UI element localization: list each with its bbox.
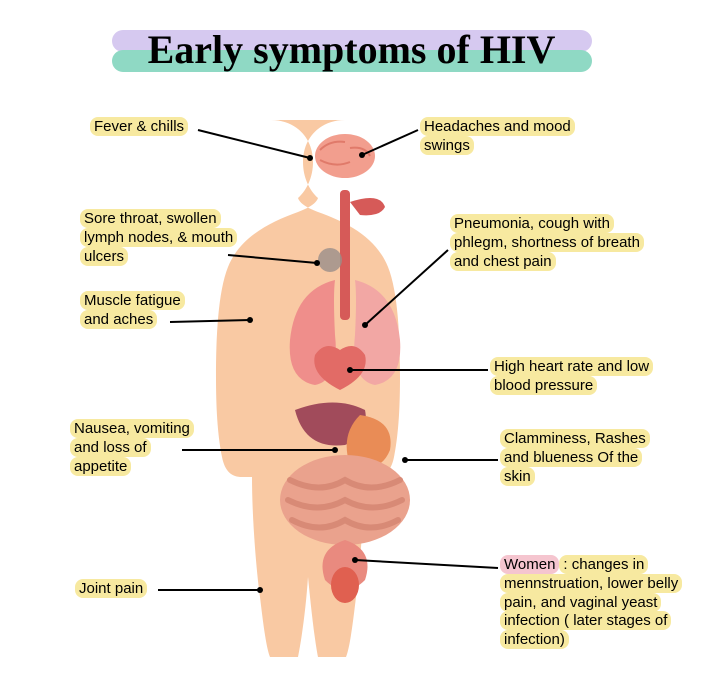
label-text: Headaches and mood swings [420,117,575,155]
label-text: Clamminess, Rashes and blueness Of the s… [500,429,650,486]
symptom-label-muscle: Muscle fatigue and aches [80,292,190,330]
symptom-label-nausea: Nausea, vomiting and loss of appetite [70,420,190,476]
symptom-label-clammy: Clamminess, Rashes and blueness Of the s… [500,430,650,486]
label-text: Fever & chills [90,117,188,136]
symptom-label-pneumonia: Pneumonia, cough with phlegm, shortness … [450,215,650,271]
label-text: Joint pain [75,579,147,598]
symptom-label-fever: Fever & chills [90,118,220,137]
symptom-label-headaches: Headaches and mood swings [420,118,600,156]
label-text: Muscle fatigue and aches [80,291,185,329]
symptom-label-women: Women: changes in mennstruation, lower b… [500,556,690,650]
label-text: Pneumonia, cough with phlegm, shortness … [450,214,644,271]
symptom-label-heartrate: High heart rate and low blood pressure [490,358,670,396]
page-title: Early symptoms of HIV [148,26,556,73]
anatomy-figure [200,120,490,660]
symptom-label-sorethroat: Sore throat, swollen lymph nodes, & mout… [80,210,250,266]
symptom-label-joint: Joint pain [75,580,165,599]
label-text: Sore throat, swollen lymph nodes, & mout… [80,209,237,266]
label-prefix: Women [500,555,559,574]
label-text: Nausea, vomiting and loss of appetite [70,419,194,476]
label-text: High heart rate and low blood pressure [490,357,653,395]
